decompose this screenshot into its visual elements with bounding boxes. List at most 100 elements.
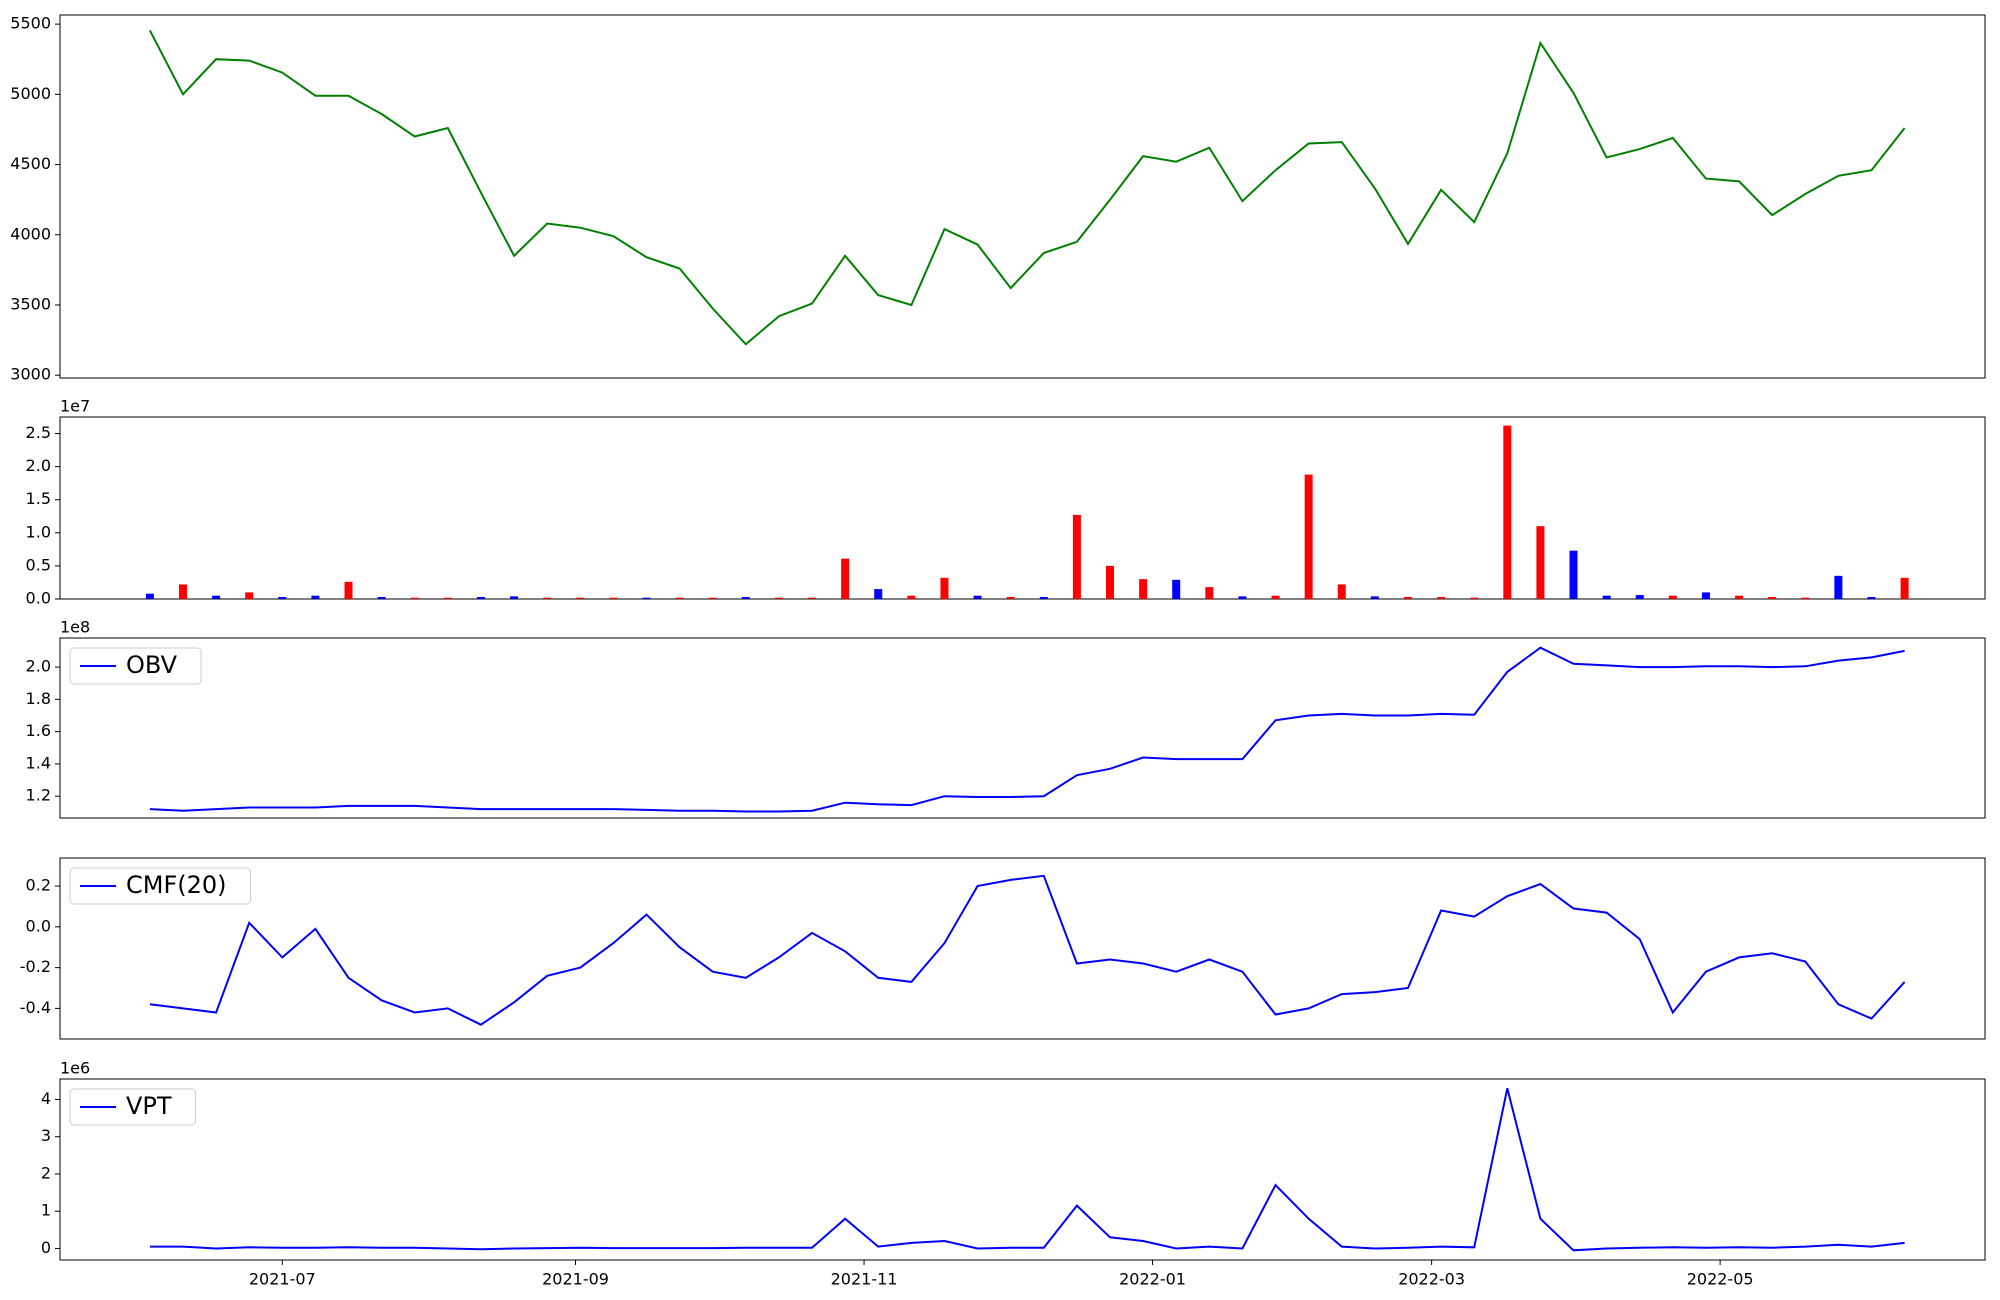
volume-bar: [212, 595, 221, 599]
volume-bar: [145, 593, 154, 599]
y-tick-label: 4000: [10, 224, 51, 243]
volume-bar: [1801, 597, 1810, 599]
axis-offset-label: 1e8: [60, 618, 90, 637]
y-tick-label: 2.0: [26, 657, 51, 676]
volume-bar: [874, 589, 883, 599]
volume-bar: [1238, 596, 1247, 599]
volume-bar: [1668, 595, 1677, 599]
volume-bar: [1072, 514, 1081, 599]
x-tick-label: 2022-01: [1119, 1270, 1186, 1289]
volume-bar: [1403, 597, 1412, 599]
volume-bar: [1006, 597, 1015, 599]
volume-bar: [1735, 595, 1744, 599]
volume-bar: [1205, 587, 1214, 599]
volume-bar: [278, 597, 287, 599]
legend-label: VPT: [126, 1092, 172, 1120]
axis-offset-label: 1e7: [60, 397, 90, 416]
y-tick-label: 5500: [10, 14, 51, 33]
volume-bar: [1635, 595, 1644, 599]
volume-bar: [1039, 597, 1048, 599]
volume-bar: [510, 596, 519, 599]
volume-bar: [1900, 577, 1909, 599]
y-tick-label: 0.0: [26, 589, 51, 608]
plot-frame: [59, 637, 1986, 819]
volume-bar: [1139, 579, 1148, 599]
legend-label: OBV: [126, 651, 178, 679]
legend-box: [69, 1088, 197, 1126]
y-tick-label: 1.0: [26, 522, 51, 541]
volume-bar: [476, 597, 485, 599]
y-tick-label: 0.0: [26, 916, 51, 935]
indicator-line: [149, 1088, 1905, 1252]
volume-bar: [344, 581, 353, 599]
volume-bar: [675, 597, 684, 599]
plot-frame: [59, 416, 1986, 600]
volume-bar: [377, 597, 386, 599]
y-tick-label: 4: [41, 1089, 51, 1108]
volume-bar: [940, 577, 949, 599]
volume-bar: [1569, 550, 1578, 599]
volume-bar: [642, 597, 651, 599]
indicator-line: [149, 646, 1905, 813]
volume-bar: [1437, 597, 1446, 599]
volume-bar: [1768, 597, 1777, 599]
volume-bar: [1834, 575, 1843, 599]
y-tick-label: 2.5: [26, 423, 51, 442]
y-tick-label: 4500: [10, 154, 51, 173]
plot-frame: [59, 1078, 1986, 1261]
y-tick-label: 1.6: [26, 721, 51, 740]
volume-bar: [1536, 526, 1545, 599]
volume-bar: [973, 595, 982, 599]
y-tick-label: 5000: [10, 84, 51, 103]
volume-bar: [1867, 597, 1876, 599]
y-tick-label: 1.2: [26, 786, 51, 805]
volume-bar: [1304, 474, 1313, 599]
volume-bar: [808, 597, 817, 599]
legend-box: [69, 867, 252, 905]
y-tick-label: 3000: [10, 365, 51, 384]
y-tick-label: 1.8: [26, 689, 51, 708]
volume-bar: [1503, 425, 1512, 599]
volume-bar: [1470, 597, 1479, 599]
x-tick-label: 2022-05: [1687, 1270, 1754, 1289]
y-tick-label: 0: [41, 1238, 51, 1257]
volume-bar: [543, 597, 552, 599]
x-tick-label: 2021-11: [831, 1270, 898, 1289]
legend-label: CMF(20): [126, 871, 227, 899]
volume-bar: [1602, 595, 1611, 599]
x-tick-label: 2021-09: [542, 1270, 609, 1289]
y-tick-label: -0.2: [20, 957, 51, 976]
volume-bar: [741, 597, 750, 599]
plot-frame: [59, 14, 1986, 379]
volume-bar: [907, 595, 916, 599]
y-tick-label: 1.4: [26, 753, 51, 772]
y-tick-label: 3: [41, 1126, 51, 1145]
y-tick-label: -0.4: [20, 998, 51, 1017]
volume-bar: [1701, 592, 1710, 599]
volume-bar: [1172, 579, 1181, 599]
price-line: [149, 29, 1906, 346]
y-tick-label: 2.0: [26, 456, 51, 475]
volume-bar: [311, 595, 320, 599]
volume-bar: [178, 584, 187, 599]
volume-bar: [1370, 596, 1379, 599]
x-tick-label: 2022-03: [1398, 1270, 1465, 1289]
volume-bar: [708, 597, 717, 599]
y-tick-label: 1: [41, 1201, 51, 1220]
volume-bar: [576, 597, 585, 599]
x-tick-label: 2021-07: [249, 1270, 316, 1289]
volume-bar: [609, 597, 618, 599]
y-tick-label: 3500: [10, 294, 51, 313]
volume-bar: [774, 597, 783, 599]
legend-box: [69, 647, 202, 685]
volume-bar: [1337, 584, 1346, 599]
volume-bar: [245, 592, 254, 599]
y-tick-label: 2: [41, 1163, 51, 1182]
volume-bar: [1106, 565, 1114, 599]
volume-bar: [410, 597, 419, 599]
volume-bar: [841, 558, 850, 599]
y-tick-label: 0.2: [26, 876, 51, 895]
indicator-line: [149, 874, 1906, 1026]
axis-offset-label: 1e6: [60, 1059, 90, 1078]
